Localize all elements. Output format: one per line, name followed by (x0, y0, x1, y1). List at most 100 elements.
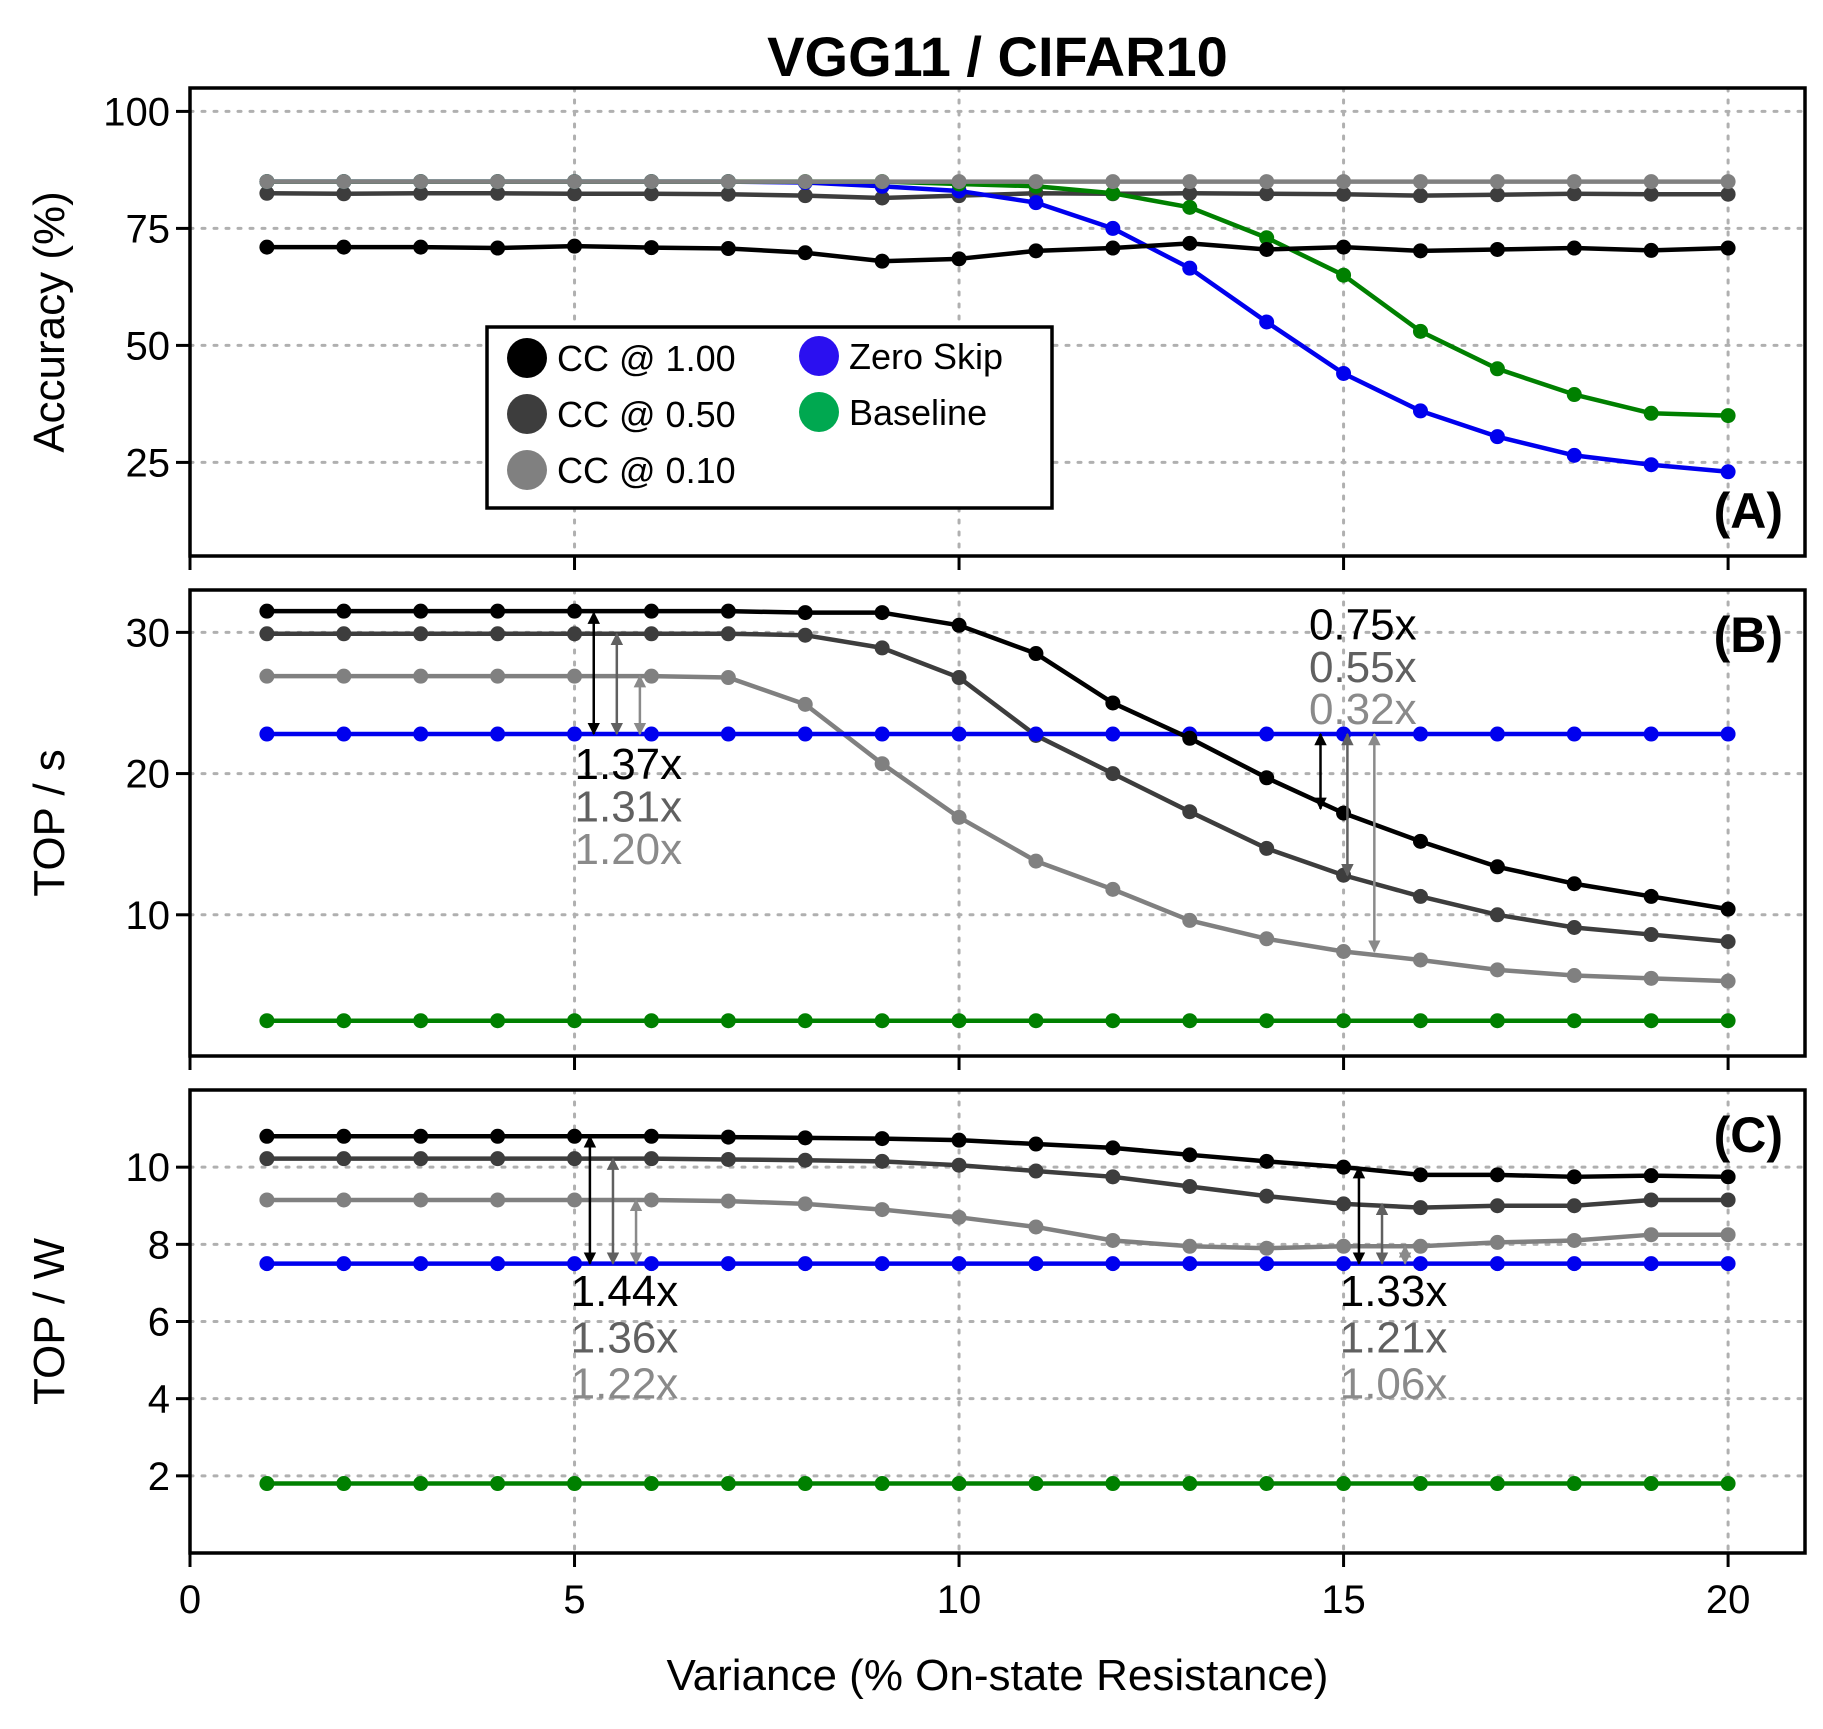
data-point (643, 603, 659, 619)
data-point (1489, 187, 1505, 203)
data-point (1720, 1227, 1736, 1243)
data-point (1643, 174, 1659, 190)
data-point (1259, 186, 1275, 202)
ratio-annotation: 1.33x (1340, 1267, 1448, 1316)
data-point (490, 1256, 506, 1272)
data-point (797, 1013, 813, 1029)
data-point (797, 174, 813, 190)
data-point (1489, 361, 1505, 377)
data-point (1412, 243, 1428, 259)
data-point (951, 251, 967, 267)
data-point (490, 1151, 506, 1167)
data-point (1182, 1147, 1198, 1163)
data-point (797, 627, 813, 643)
data-point (567, 238, 583, 254)
data-point (874, 605, 890, 621)
data-point (567, 726, 583, 742)
data-point (1028, 243, 1044, 259)
data-point (1336, 944, 1352, 960)
data-point (797, 1196, 813, 1212)
data-point (1105, 1013, 1121, 1029)
x-tick-label: 0 (179, 1578, 201, 1622)
ratio-annotation: 1.22x (571, 1360, 679, 1409)
data-point (874, 726, 890, 742)
data-point (874, 190, 890, 206)
data-point (1259, 1188, 1275, 1204)
x-tick-label: 10 (937, 1578, 982, 1622)
y-tick-label: 50 (126, 324, 171, 368)
data-point (413, 174, 429, 190)
data-point (643, 186, 659, 202)
series-line (266, 1197, 1729, 1251)
data-point (1720, 1192, 1736, 1208)
data-point (336, 1013, 352, 1029)
data-point (643, 1476, 659, 1492)
data-point (1566, 447, 1582, 463)
data-point (1105, 240, 1121, 256)
data-point (643, 1256, 659, 1272)
data-point (1566, 1256, 1582, 1272)
data-point (1182, 1013, 1198, 1029)
data-point (1105, 1140, 1121, 1156)
data-point (1182, 235, 1198, 251)
data-point (336, 603, 352, 619)
data-point (490, 240, 506, 256)
data-point (1412, 1013, 1428, 1029)
data-point (413, 726, 429, 742)
data-point (1336, 239, 1352, 255)
panel-frame (188, 86, 1807, 558)
data-point (1336, 867, 1352, 883)
data-point (1412, 1238, 1428, 1254)
ratio-annotation: 1.21x (1340, 1313, 1448, 1362)
data-point (336, 668, 352, 684)
data-point (1028, 195, 1044, 211)
data-point (1489, 174, 1505, 190)
data-point (1643, 405, 1659, 421)
data-point (1336, 1196, 1352, 1212)
data-point (720, 1476, 736, 1492)
data-point (1028, 1476, 1044, 1492)
data-point (1182, 1178, 1198, 1194)
data-point (643, 1192, 659, 1208)
data-point (413, 1192, 429, 1208)
y-tick-label: 4 (148, 1378, 170, 1422)
legend-label: CC @ 0.10 (557, 450, 736, 491)
data-point (1643, 1227, 1659, 1243)
data-point (720, 1129, 736, 1145)
data-point (1336, 1476, 1352, 1492)
data-point (1720, 726, 1736, 742)
series-line (266, 1156, 1729, 1210)
data-point (1105, 766, 1121, 782)
data-point (259, 603, 275, 619)
data-point (1489, 1167, 1505, 1183)
data-point (1489, 1256, 1505, 1272)
data-point (1259, 1153, 1275, 1169)
data-point (1336, 267, 1352, 283)
data-point (259, 174, 275, 190)
panel-a: 25 50 75 100 Accuracy (%) (A) (25, 86, 1807, 570)
data-point (643, 1151, 659, 1167)
x-tick-label: 5 (563, 1578, 585, 1622)
data-point (1336, 805, 1352, 821)
data-point (1412, 174, 1428, 190)
data-point (259, 1013, 275, 1029)
data-point (567, 1256, 583, 1272)
data-point (874, 253, 890, 269)
data-point (951, 1157, 967, 1173)
data-point (567, 1151, 583, 1167)
x-tick-label: 20 (1706, 1578, 1751, 1622)
data-point (1643, 970, 1659, 986)
data-point (951, 809, 967, 825)
data-point (1412, 888, 1428, 904)
ratio-annotation: 0.55x (1309, 643, 1417, 692)
chart-title: VGG11 / CIFAR10 (767, 25, 1228, 88)
data-point (1105, 220, 1121, 236)
data-point (259, 185, 275, 201)
data-point (1259, 230, 1275, 246)
series-line (266, 608, 1729, 912)
data-point (1182, 174, 1198, 190)
data-point (1105, 1476, 1121, 1492)
data-point (336, 174, 352, 190)
